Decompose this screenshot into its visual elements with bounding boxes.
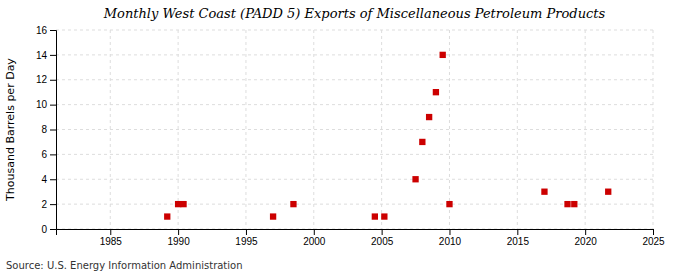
axis-line	[57, 230, 654, 236]
point	[372, 213, 378, 219]
tick: 2025	[642, 229, 665, 247]
point	[180, 201, 186, 207]
point	[419, 139, 425, 145]
point	[605, 189, 611, 195]
grid-line-y	[56, 204, 653, 205]
tick-mark	[50, 55, 56, 56]
grid-line-y	[56, 30, 653, 31]
tick-mark	[517, 229, 518, 235]
tick: 2	[41, 199, 56, 210]
point	[571, 201, 577, 207]
tick: 10	[36, 99, 56, 110]
tick-label: 2025	[642, 236, 665, 247]
point	[175, 201, 181, 207]
tick: 2015	[507, 229, 530, 247]
tick-mark	[50, 229, 56, 230]
grid-line-y	[56, 104, 653, 105]
tick-label: 16	[36, 25, 48, 36]
source: Source: U.S. Energy Information Administ…	[6, 260, 243, 271]
point	[440, 52, 446, 58]
tick: 1990	[167, 229, 190, 247]
grid-line-y	[56, 154, 653, 155]
tick-label: 4	[41, 174, 47, 185]
y-axis: 0 2 4 6 8 10 12 14 16	[36, 25, 57, 235]
point	[412, 176, 418, 182]
tick-mark	[653, 229, 654, 235]
grid-line-y	[56, 79, 653, 80]
tick-label: 1990	[167, 236, 190, 247]
grid-line-x	[449, 30, 450, 229]
tick-mark	[50, 130, 56, 131]
tick: 12	[36, 74, 56, 85]
tick-mark	[449, 229, 450, 235]
grid-line-y	[56, 179, 653, 180]
tick-label: 2005	[371, 236, 394, 247]
tick: 2000	[303, 229, 326, 247]
tick: 0	[41, 224, 56, 235]
point	[426, 114, 432, 120]
tick-mark	[50, 179, 56, 180]
point	[446, 201, 452, 207]
point	[433, 89, 439, 95]
tick-label: 12	[36, 74, 48, 85]
point	[564, 201, 570, 207]
tick-label: 2020	[575, 236, 598, 247]
tick-label: 1995	[235, 236, 258, 247]
tick-mark	[50, 80, 56, 81]
tick: 8	[41, 124, 56, 135]
tick-label: 2	[41, 199, 47, 210]
tick: 14	[36, 50, 56, 61]
tick-mark	[50, 204, 56, 205]
tick: 2010	[439, 229, 462, 247]
y-axis-title: Thousand Barrels per Day	[4, 58, 17, 202]
grid	[56, 30, 653, 229]
point	[270, 213, 276, 219]
tick-mark	[585, 229, 586, 235]
grid-line-y	[56, 129, 653, 130]
tick-mark	[110, 229, 111, 235]
tick-mark	[246, 229, 247, 235]
point	[164, 213, 170, 219]
title: Monthly West Coast (PADD 5) Exports of M…	[103, 6, 606, 21]
tick: 16	[36, 25, 56, 36]
point	[381, 213, 387, 219]
tick-label: 2010	[439, 236, 462, 247]
tick-mark	[50, 105, 56, 106]
point	[290, 201, 296, 207]
chart: 1985 1990 1995 2000 2005 2010 2015 2020 2025 0 2 4 6…	[0, 0, 675, 275]
tick: 1985	[100, 229, 123, 247]
tick: 4	[41, 174, 56, 185]
plot: 1985 1990 1995 2000 2005 2010 2015 2020 2025 0 2 4 6…	[36, 25, 665, 247]
tick-label: 14	[36, 50, 48, 61]
tick-label: 10	[36, 99, 48, 110]
tick-label: 0	[41, 224, 47, 235]
tick-label: 6	[41, 149, 47, 160]
grid-line-x	[245, 30, 246, 229]
tick-mark	[178, 229, 179, 235]
tick-label: 2015	[507, 236, 530, 247]
axis-line	[50, 31, 57, 230]
point	[541, 189, 547, 195]
tick-label: 8	[41, 124, 47, 135]
tick: 1995	[235, 229, 258, 247]
tick-mark	[50, 30, 56, 31]
grid-line-y	[56, 54, 653, 55]
tick: 2005	[371, 229, 394, 247]
grid-line-x	[517, 30, 518, 229]
tick-mark	[382, 229, 383, 235]
points	[164, 52, 611, 220]
tick: 6	[41, 149, 56, 160]
x-axis: 1985 1990 1995 2000 2005 2010 2015 2020 2025	[57, 229, 666, 247]
tick-label: 2000	[303, 236, 326, 247]
tick-label: 1985	[100, 236, 123, 247]
tick-mark	[50, 154, 56, 155]
tick: 2020	[575, 229, 598, 247]
tick-mark	[314, 229, 315, 235]
